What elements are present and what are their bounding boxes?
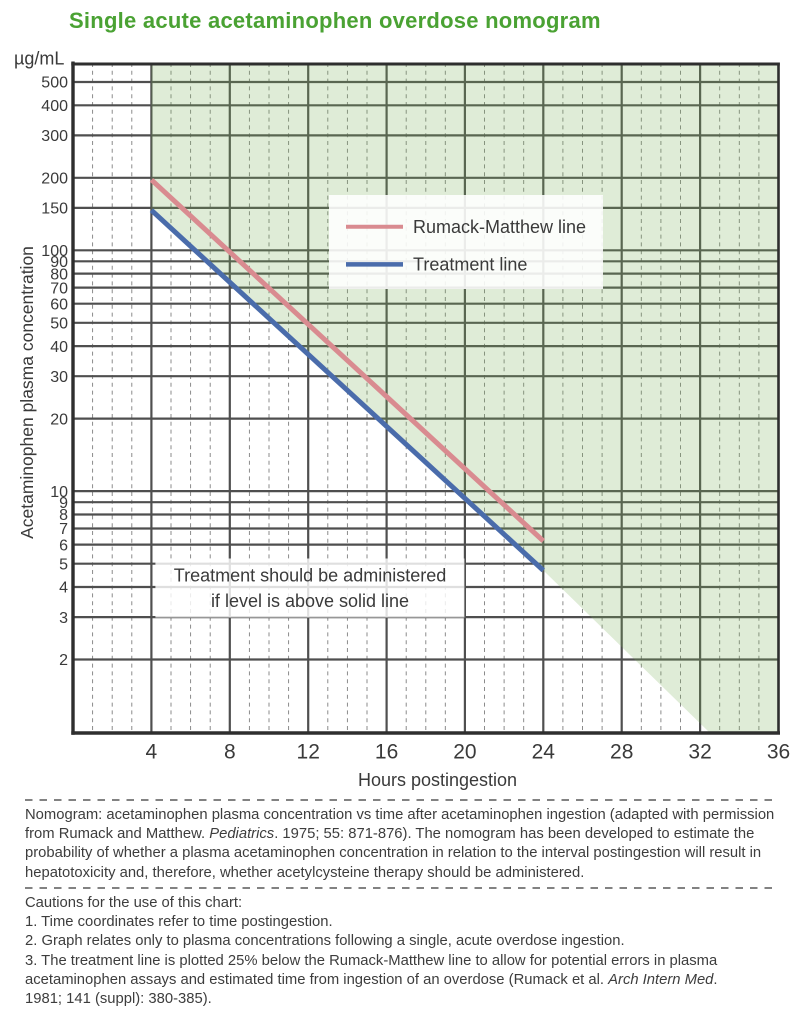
svg-text:28: 28 (610, 741, 633, 764)
svg-text:20: 20 (50, 411, 68, 428)
svg-text:Treatment line: Treatment line (413, 255, 527, 275)
svg-text:Rumack-Matthew line: Rumack-Matthew line (413, 217, 586, 237)
svg-text:8: 8 (224, 741, 236, 764)
svg-text:20: 20 (453, 741, 476, 764)
svg-text:Treatment should be administer: Treatment should be administered (174, 566, 446, 586)
svg-text:5: 5 (59, 556, 68, 573)
svg-text:40: 40 (50, 339, 68, 356)
svg-text:Acetaminophen plasma concentra: Acetaminophen plasma concentration (17, 246, 37, 539)
svg-text:60: 60 (50, 296, 68, 313)
svg-text:36: 36 (767, 741, 790, 764)
svg-text:12: 12 (297, 741, 320, 764)
svg-text:500: 500 (41, 75, 68, 92)
svg-text:2: 2 (59, 652, 68, 669)
svg-text:10: 10 (50, 484, 68, 501)
svg-text:24: 24 (532, 741, 556, 764)
svg-text:6: 6 (59, 537, 68, 554)
svg-text:70: 70 (50, 280, 68, 297)
svg-text:90: 90 (50, 254, 68, 271)
svg-text:8: 8 (59, 507, 68, 524)
svg-text:Hours postingestion: Hours postingestion (358, 770, 517, 790)
svg-text:50: 50 (50, 316, 68, 333)
svg-text:400: 400 (41, 98, 68, 115)
svg-text:30: 30 (50, 369, 68, 386)
svg-text:3: 3 (59, 610, 68, 627)
svg-text:7: 7 (59, 521, 68, 538)
svg-text:150: 150 (41, 201, 68, 218)
svg-text:µg/mL: µg/mL (14, 49, 64, 69)
svg-text:80: 80 (50, 266, 68, 283)
svg-text:4: 4 (146, 741, 158, 764)
svg-text:9: 9 (59, 495, 68, 512)
svg-text:16: 16 (375, 741, 398, 764)
svg-text:32: 32 (688, 741, 711, 764)
svg-text:if level is above solid line: if level is above solid line (211, 591, 409, 611)
svg-text:4: 4 (59, 580, 68, 597)
svg-text:200: 200 (41, 171, 68, 188)
svg-text:300: 300 (41, 128, 68, 145)
svg-text:100: 100 (41, 243, 68, 260)
